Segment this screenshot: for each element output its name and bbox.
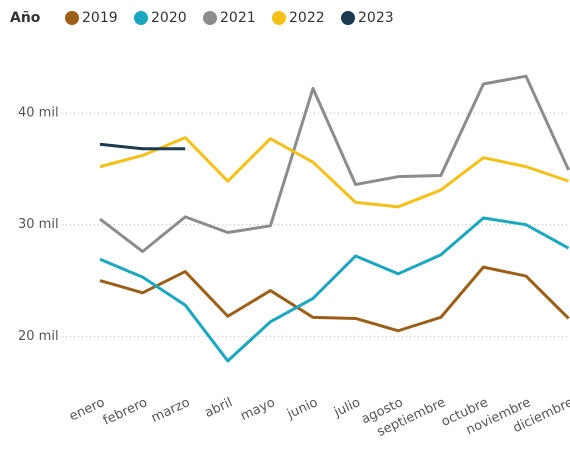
legend-marker [65, 11, 79, 25]
legend-marker [272, 11, 286, 25]
legend-label: 2022 [289, 10, 325, 26]
legend-label: 2019 [82, 10, 118, 26]
line-series [99, 265, 570, 333]
legend-label: 2021 [220, 10, 256, 26]
legend-label: 2023 [358, 10, 394, 26]
x-tick-label: julio [331, 395, 363, 420]
x-tick-label: marzo [149, 395, 192, 426]
line-series [99, 74, 570, 253]
legend-marker [203, 11, 217, 25]
x-tick-label: febrero [101, 395, 150, 428]
x-tick-label: abril [203, 395, 235, 421]
y-tick-label: 30 mil [18, 217, 59, 232]
x-tick-label: junio [284, 395, 320, 422]
legend-label: 2020 [151, 10, 187, 26]
line-series [99, 142, 186, 151]
line-series [99, 216, 570, 363]
y-tick-label: 40 mil [18, 106, 59, 121]
y-tick-label: 20 mil [18, 329, 59, 344]
x-tick-label: mayo [238, 395, 277, 424]
x-tick-label: enero [67, 395, 107, 424]
line-series [99, 136, 570, 209]
legend-marker [341, 11, 355, 25]
legend-title: Año [10, 10, 41, 26]
legend: Año 2019 2020 2021 2022 2023 [10, 10, 394, 26]
legend-marker [134, 11, 148, 25]
